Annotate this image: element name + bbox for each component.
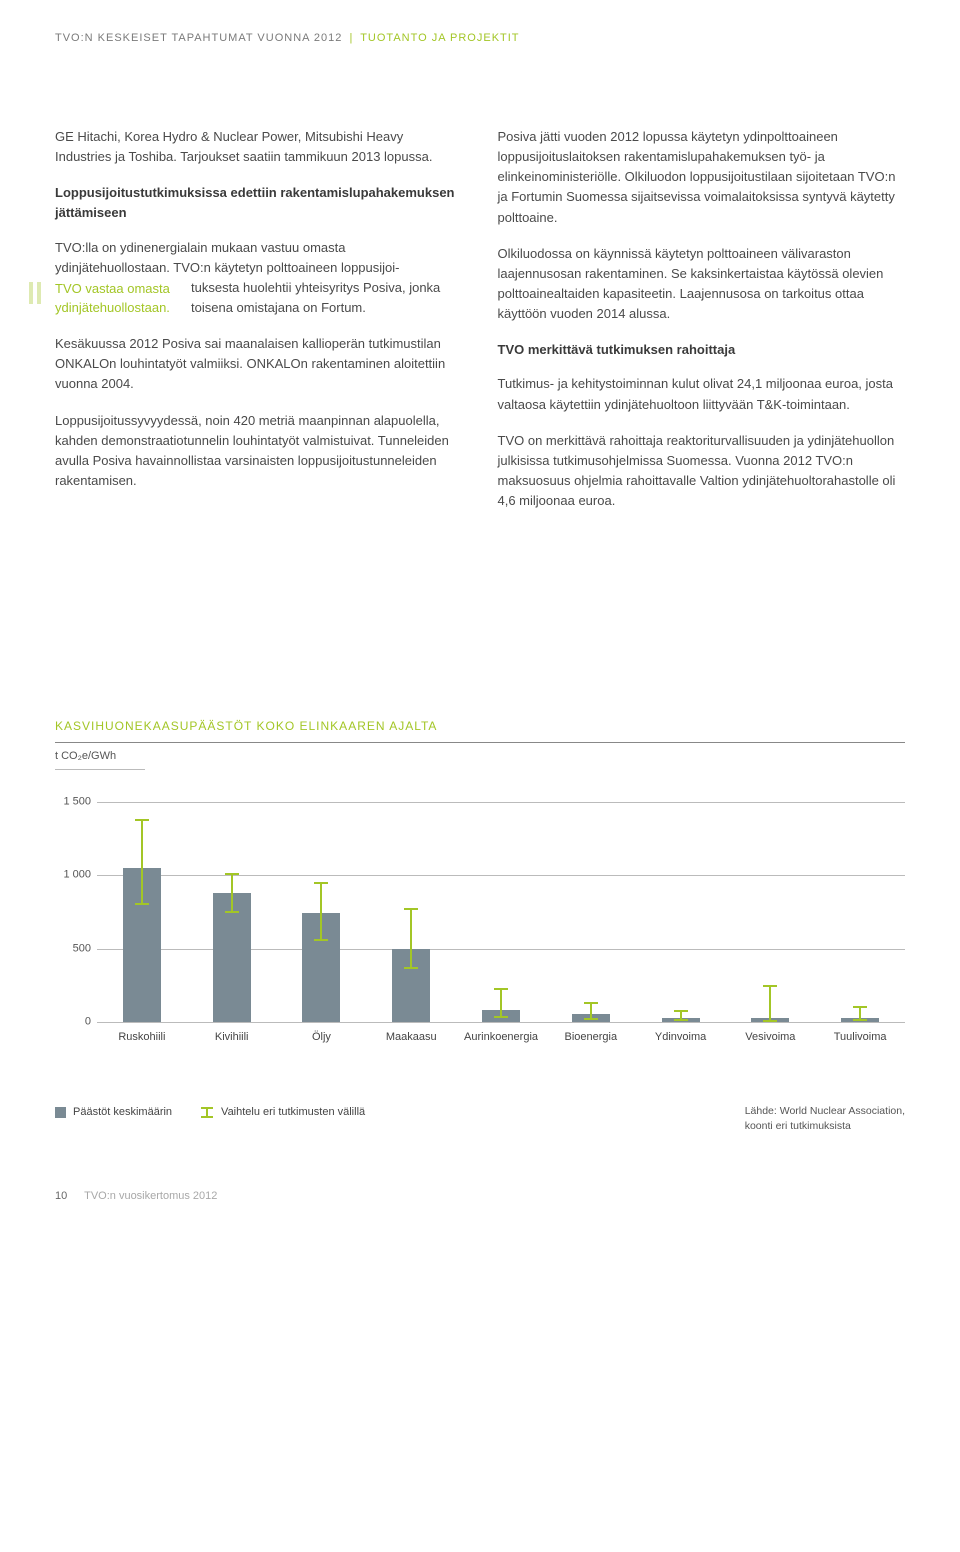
x-axis-label: Vesivoima (745, 1029, 795, 1046)
y-axis-label: 500 (55, 940, 91, 957)
legend-range-label: Vaihtelu eri tutkimusten välillä (221, 1104, 365, 1121)
error-cap-bottom (853, 1019, 867, 1021)
error-bar (231, 875, 233, 913)
error-cap-bottom (404, 967, 418, 969)
y-axis-label: 1 000 (55, 867, 91, 884)
legend-swatch-error (200, 1107, 214, 1118)
bars-container: RuskohiiliKivihiiliÖljyMaakaasuAurinkoen… (97, 802, 905, 1022)
error-cap-top (853, 1006, 867, 1008)
intro-paragraph: GE Hitachi, Korea Hydro & Nuclear Power,… (55, 127, 463, 167)
error-cap-bottom (494, 1016, 508, 1018)
right-p3: Tutkimus- ja kehitystoiminnan kulut oliv… (498, 374, 906, 414)
error-cap-top (225, 873, 239, 875)
y-axis-label: 0 (55, 1013, 91, 1030)
doc-title-footer: TVO:n vuosikertomus 2012 (84, 1190, 217, 1202)
bar-slot: Öljy (277, 802, 367, 1022)
page-number: 10 (55, 1190, 67, 1202)
error-cap-top (494, 988, 508, 990)
body-columns: GE Hitachi, Korea Hydro & Nuclear Power,… (55, 127, 905, 527)
x-axis-label: Bioenergia (565, 1029, 618, 1046)
x-axis-label: Ydinvoima (655, 1029, 706, 1046)
chart-source-line2: koonti eri tutkimuksista (745, 1120, 851, 1132)
chart-source: Lähde: World Nuclear Association, koonti… (745, 1104, 905, 1133)
x-axis-label: Tuulivoima (834, 1029, 887, 1046)
chart-plot: 05001 0001 500RuskohiiliKivihiiliÖljyMaa… (97, 802, 905, 1022)
bar-slot: Kivihiili (187, 802, 277, 1022)
header-separator: | (349, 32, 353, 44)
gridline (97, 1022, 905, 1023)
legend-mean-label: Päästöt keskimäärin (73, 1104, 172, 1121)
body-p4: Loppusijoitussyvyydessä, noin 420 metriä… (55, 411, 463, 492)
subheading-rahoittaja: TVO merkittävä tutkimuksen rahoittaja (498, 340, 906, 360)
bar-slot: Aurinkoenergia (456, 802, 546, 1022)
legend-range: Vaihtelu eri tutkimusten välillä (200, 1104, 365, 1121)
bar-slot: Bioenergia (546, 802, 636, 1022)
error-cap-bottom (674, 1019, 688, 1021)
left-column: GE Hitachi, Korea Hydro & Nuclear Power,… (55, 127, 463, 527)
chart-source-line1: Lähde: World Nuclear Association, (745, 1105, 905, 1117)
error-bar (141, 821, 143, 905)
x-axis-label: Öljy (312, 1029, 331, 1046)
right-column: Posiva jätti vuoden 2012 lopussa käytety… (498, 127, 906, 527)
error-cap-bottom (135, 903, 149, 905)
bar-slot: Ydinvoima (636, 802, 726, 1022)
error-cap-bottom (225, 911, 239, 913)
x-axis-label: Maakaasu (386, 1029, 437, 1046)
bar-slot: Vesivoima (725, 802, 815, 1022)
bar-slot: Ruskohiili (97, 802, 187, 1022)
error-cap-top (404, 908, 418, 910)
right-p4: TVO on merkittävä rahoittaja reaktoritur… (498, 431, 906, 512)
bar-slot: Maakaasu (366, 802, 456, 1022)
error-cap-top (135, 819, 149, 821)
header-left: TVO:N KESKEISET TAPAHTUMAT VUONNA 2012 (55, 32, 342, 44)
chart-unit: t CO₂e/GWh (55, 746, 145, 770)
chart-section: KASVIHUONEKAASUPÄÄSTÖT KOKO ELINKAAREN A… (55, 717, 905, 1133)
right-p2: Olkiluodossa on käynnissä käytetyn poltt… (498, 244, 906, 325)
subheading-loppusijoitus: Loppusijoitustutkimuksissa edettiin rake… (55, 183, 463, 223)
error-bar (410, 910, 412, 969)
chart-legend-row: Päästöt keskimäärin Vaihtelu eri tutkimu… (55, 1104, 905, 1133)
header-right: TUOTANTO JA PROJEKTIT (360, 32, 519, 44)
error-cap-bottom (763, 1020, 777, 1022)
legend-swatch-bar (55, 1107, 66, 1118)
error-cap-top (763, 985, 777, 987)
legend-mean: Päästöt keskimäärin (55, 1104, 172, 1121)
right-p1: Posiva jätti vuoden 2012 lopussa käytety… (498, 127, 906, 228)
error-cap-bottom (584, 1018, 598, 1020)
body-p2a: TVO:lla on ydinenergialain mukaan vastuu… (55, 240, 395, 275)
error-bar (320, 884, 322, 941)
error-cap-top (314, 882, 328, 884)
page-header: TVO:N KESKEISET TAPAHTUMAT VUONNA 2012 |… (55, 30, 905, 47)
y-axis-label: 1 500 (55, 793, 91, 810)
x-axis-label: Kivihiili (215, 1029, 249, 1046)
bar-slot: Tuulivoima (815, 802, 905, 1022)
error-bar (769, 987, 771, 1022)
chart-area: 05001 0001 500RuskohiiliKivihiiliÖljyMaa… (55, 782, 905, 1062)
error-cap-top (674, 1010, 688, 1012)
x-axis-label: Aurinkoenergia (464, 1029, 538, 1046)
chart-title: KASVIHUONEKAASUPÄÄSTÖT KOKO ELINKAAREN A… (55, 717, 905, 743)
x-axis-label: Ruskohiili (118, 1029, 165, 1046)
pull-quote: TVO vastaa omasta ydinjätehuollostaan. (55, 278, 185, 322)
error-cap-bottom (314, 939, 328, 941)
error-cap-top (584, 1002, 598, 1004)
pull-quote-block: TVO:lla on ydinenergialain mukaan vastuu… (55, 238, 463, 335)
page-footer: 10 TVO:n vuosikertomus 2012 (55, 1188, 905, 1205)
error-bar (500, 990, 502, 1018)
body-p3: Kesäkuussa 2012 Posiva sai maanalaisen k… (55, 334, 463, 394)
